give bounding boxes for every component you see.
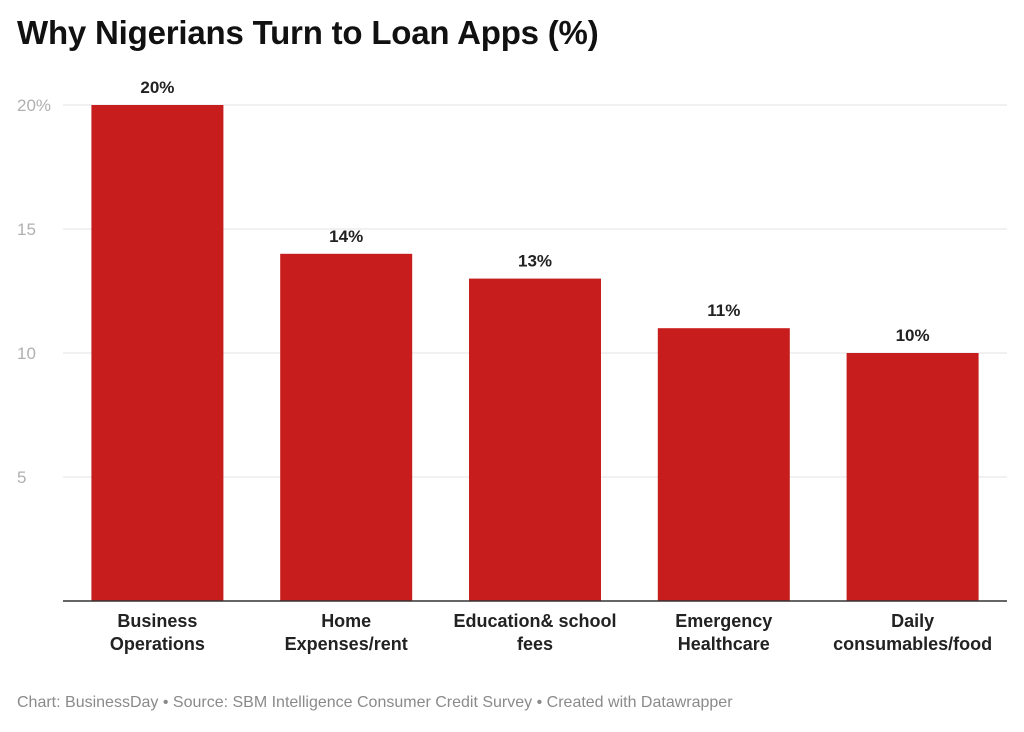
bars: [91, 105, 979, 602]
footer-separator: •: [536, 694, 547, 711]
created-with: Created with Datawrapper: [546, 694, 733, 711]
footer-separator: •: [162, 694, 173, 711]
bar: [846, 353, 979, 601]
bar-value-label: 20%: [140, 78, 174, 97]
bar-value-label: 10%: [896, 326, 930, 345]
category-label-line: Daily: [891, 611, 934, 631]
category-label-line: fees: [517, 634, 553, 654]
category-label-line: Home: [321, 611, 371, 631]
chart-credit: Chart: BusinessDay: [17, 694, 159, 711]
category-label: Business Operations: [110, 611, 205, 654]
bar-value-label: 11%: [707, 301, 740, 320]
chart-footer: Chart: BusinessDay • Source: SBM Intelli…: [17, 694, 733, 712]
bar: [657, 328, 790, 601]
y-tick-label: 5: [17, 468, 26, 487]
chart-source: Source: SBM Intelligence Consumer Credit…: [172, 694, 533, 711]
category-label: Education& school fees: [453, 611, 616, 654]
category-labels: Business Operations Home Expenses/rent Educa…: [110, 611, 992, 654]
bar: [280, 253, 413, 602]
y-axis-ticks: 5 10 15 20%: [17, 96, 51, 487]
y-tick-label: 10: [17, 344, 36, 363]
y-tick-label: 20%: [17, 96, 51, 115]
category-label-line: Emergency: [675, 611, 772, 631]
bar-value-label: 13%: [518, 252, 552, 271]
bar: [469, 278, 601, 601]
category-label-line: Healthcare: [678, 634, 770, 654]
category-label: Home Expenses/rent: [285, 611, 408, 654]
bar-value-label: 14%: [329, 227, 363, 246]
category-label: Emergency Healthcare: [675, 611, 772, 654]
category-label-line: consumables/food: [833, 634, 992, 654]
y-tick-label: 15: [17, 220, 36, 239]
category-label-line: Expenses/rent: [285, 634, 408, 654]
category-label-line: Operations: [110, 634, 205, 654]
category-label-line: Business: [117, 611, 197, 631]
bar: [91, 105, 224, 601]
bar-chart: 5 10 15 20% 20% 14% 13% 11% 10% Business Operati…: [17, 78, 1007, 654]
chart-title: Why Nigerians Turn to Loan Apps (%): [17, 14, 599, 51]
category-label: Daily consumables/food: [833, 611, 992, 654]
category-label-line: Education& school: [453, 611, 616, 631]
bar-value-labels: 20% 14% 13% 11% 10%: [140, 78, 929, 345]
